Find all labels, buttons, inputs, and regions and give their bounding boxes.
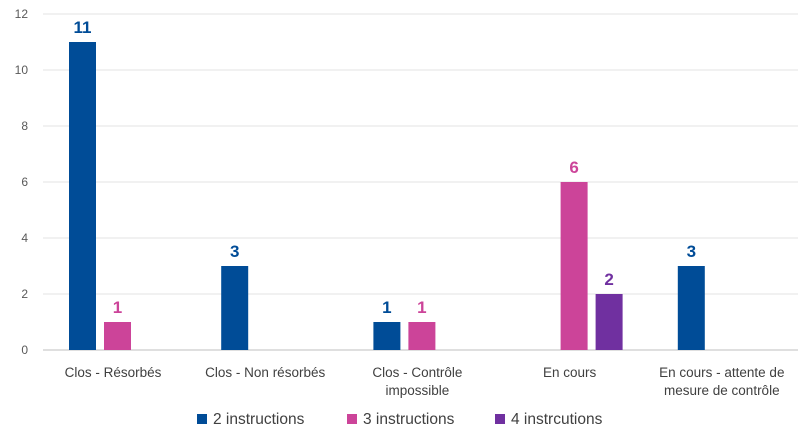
data-label: 1	[382, 298, 391, 317]
bar-1-3	[373, 322, 401, 350]
x-category-label: En cours	[543, 365, 597, 380]
data-label: 3	[687, 242, 696, 261]
y-tick-label: 4	[21, 231, 28, 245]
gridlines	[43, 13, 798, 351]
legend-label-3: 4 instrcutions	[511, 411, 603, 428]
bar-1-5	[677, 266, 705, 350]
x-category-label: mesure de contrôle	[664, 383, 780, 398]
legend-swatch-1	[197, 414, 207, 424]
y-tick-label: 0	[21, 343, 28, 357]
y-axis: 0 2 4 6 8 10 12	[15, 7, 29, 357]
y-tick-label: 8	[21, 119, 28, 133]
bar-2-1	[104, 322, 131, 350]
data-label: 11	[74, 18, 92, 37]
y-tick-label: 6	[21, 175, 28, 189]
bar-3-4	[595, 294, 623, 350]
x-category-label: Clos - Non résorbés	[205, 365, 325, 380]
x-axis: Clos - Résorbés Clos - Non résorbés Clos -…	[65, 365, 785, 398]
legend: 2 instructions 3 instructions 4 instrcutio…	[197, 411, 603, 428]
bars	[69, 42, 705, 350]
x-category-label: impossible	[386, 383, 450, 398]
legend-swatch-3	[495, 414, 505, 424]
x-category-label: Clos - Contrôle	[372, 365, 462, 380]
data-label: 3	[230, 242, 239, 261]
y-tick-label: 12	[15, 7, 29, 21]
x-category-label: Clos - Résorbés	[65, 365, 162, 380]
x-category-label: En cours - attente de	[659, 365, 784, 380]
data-label: 2	[604, 270, 613, 289]
legend-swatch-2	[347, 414, 357, 424]
legend-label-1: 2 instructions	[213, 411, 305, 428]
bar-1-2	[221, 266, 249, 350]
data-label: 1	[113, 298, 122, 317]
y-tick-label: 2	[21, 287, 28, 301]
data-label: 6	[569, 158, 578, 177]
bar-2-4	[560, 182, 588, 350]
bar-1-1	[69, 42, 96, 350]
data-label: 1	[417, 298, 426, 317]
bar-2-3	[408, 322, 436, 350]
legend-label-2: 3 instructions	[363, 411, 455, 428]
y-tick-label: 10	[15, 63, 29, 77]
